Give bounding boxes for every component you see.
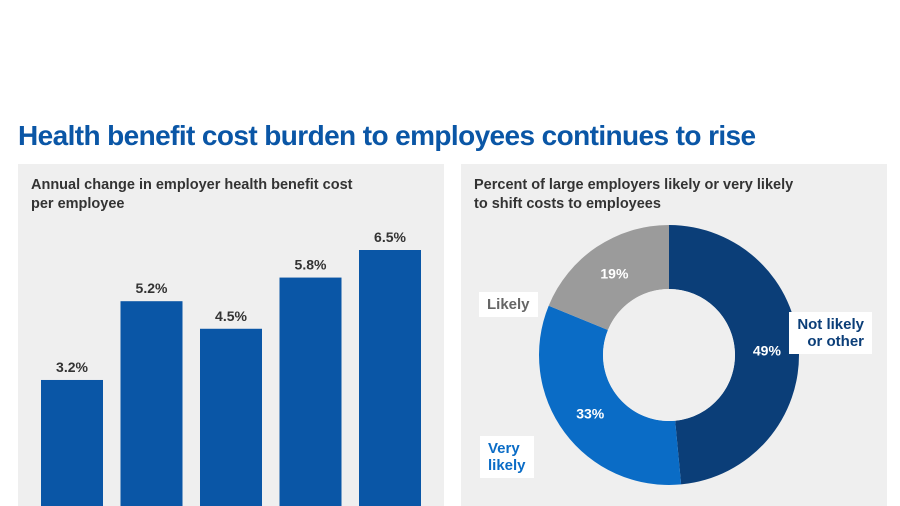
page-title: Health benefit cost burden to employees … bbox=[18, 120, 756, 151]
donut-chart-panel: Percent of large employers likely or ver… bbox=[461, 164, 887, 506]
not-likely-label: Not likely or other bbox=[789, 312, 872, 354]
donut-slice bbox=[539, 305, 682, 486]
donut-chart-subtitle: Percent of large employers likely or ver… bbox=[474, 177, 794, 212]
bar-chart: 3.2% 5.2% 4.5% 5.8% 6.5% bbox=[41, 229, 421, 506]
bar-value-label: 5.2% bbox=[136, 280, 168, 296]
bar bbox=[200, 328, 262, 506]
bar-value-label: 3.2% bbox=[56, 359, 88, 375]
bar-chart-subtitle: Annual change in employer health benefit… bbox=[31, 177, 353, 212]
very-likely-label: Very likely bbox=[480, 436, 534, 478]
bar-value-label: 5.8% bbox=[295, 257, 327, 273]
donut-slice bbox=[548, 225, 669, 330]
likely-label: Likely bbox=[479, 292, 538, 317]
donut-slice bbox=[669, 225, 800, 485]
slice-value-label: 49% bbox=[753, 342, 782, 358]
slice-value-label: 19% bbox=[600, 266, 629, 282]
donut-hole bbox=[603, 289, 735, 421]
slice-value-label: 33% bbox=[576, 405, 605, 421]
bar-chart-panel: Annual change in employer health benefit… bbox=[18, 164, 444, 506]
bar bbox=[120, 301, 183, 506]
bar bbox=[279, 277, 342, 506]
bar bbox=[359, 250, 421, 506]
donut-chart: 49% 33% 19% bbox=[539, 225, 800, 486]
bar-value-label: 4.5% bbox=[215, 308, 247, 324]
bar bbox=[41, 379, 103, 506]
bar-value-label: 6.5% bbox=[374, 229, 406, 245]
